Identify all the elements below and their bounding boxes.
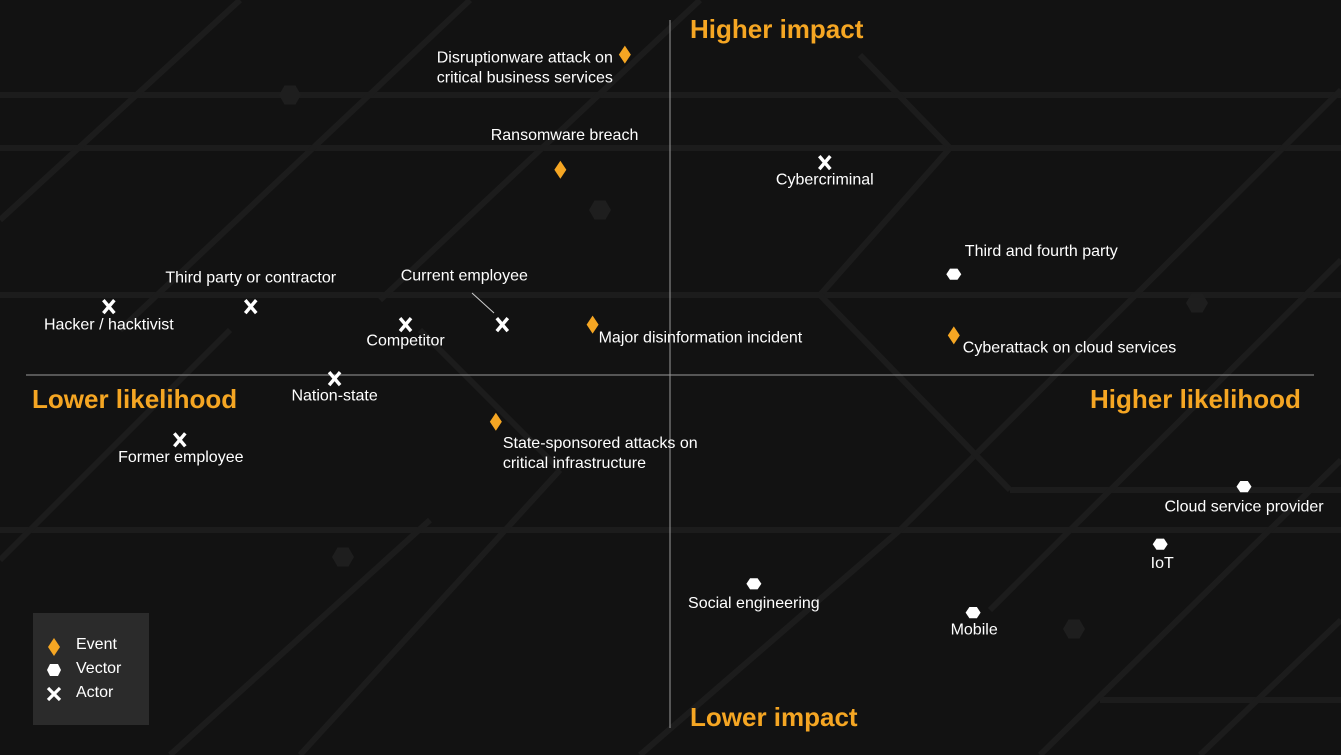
axis-label-bottom: Lower impact xyxy=(690,702,858,732)
point-marker-actor xyxy=(495,317,510,333)
background-hexagon xyxy=(1186,293,1208,313)
current-employee-leader-line xyxy=(471,292,495,314)
point-marker-event xyxy=(947,326,960,345)
background-line xyxy=(167,517,433,755)
point-marker-vector xyxy=(1236,481,1252,493)
axis-label-right: Higher likelihood xyxy=(1090,384,1301,414)
point-marker-actor xyxy=(398,317,413,333)
background-line xyxy=(1037,457,1341,755)
point-label: IoT xyxy=(1151,555,1174,572)
axis-label-left: Lower likelihood xyxy=(32,384,238,414)
background-line xyxy=(297,467,563,755)
background-line xyxy=(0,0,243,223)
background-line xyxy=(377,0,703,303)
point-label: Current employee xyxy=(401,268,528,285)
legend-label-event: Event xyxy=(76,636,117,653)
background-hexagon xyxy=(332,547,354,567)
point-marker-vector xyxy=(1152,538,1168,550)
background-line xyxy=(117,0,473,333)
point-marker-actor xyxy=(243,299,258,315)
point-label: Major disinformation incident xyxy=(599,330,803,347)
axis-label-top: Higher impact xyxy=(690,14,864,44)
diamond-icon xyxy=(48,638,60,656)
background-line xyxy=(817,292,1013,493)
background-line xyxy=(0,327,233,563)
point-marker-event xyxy=(489,412,502,431)
point-marker-event xyxy=(554,160,567,179)
x-icon xyxy=(46,686,62,702)
point-label: State-sponsored attacks on critical infra… xyxy=(503,435,698,472)
background-hexagon xyxy=(279,85,301,105)
background-hexagon xyxy=(589,200,611,220)
legend-item-actor: Actor xyxy=(33,683,149,705)
chart-marks: Disruptionware attack on critical busines… xyxy=(44,45,1324,639)
legend: Event Vector Actor xyxy=(33,613,149,725)
point-label: Third and fourth party xyxy=(965,243,1118,260)
background-line xyxy=(417,327,563,473)
point-label: Cloud service provider xyxy=(1164,499,1324,516)
point-marker-actor xyxy=(327,371,342,387)
legend-label-actor: Actor xyxy=(76,684,114,701)
point-marker-vector xyxy=(965,607,981,619)
background-line xyxy=(1197,617,1341,755)
background-line xyxy=(857,52,953,151)
point-label: Third party or contractor xyxy=(165,270,336,287)
point-label: Mobile xyxy=(951,622,998,639)
background-hexagon xyxy=(1063,619,1085,639)
background-line xyxy=(817,146,953,297)
point-label: Cyberattack on cloud services xyxy=(963,339,1176,356)
legend-label-vector: Vector xyxy=(76,660,122,677)
background-line xyxy=(987,257,1341,613)
point-label: Social engineering xyxy=(688,595,820,612)
point-marker-actor xyxy=(173,432,187,448)
point-marker-vector xyxy=(746,578,762,590)
point-label: Ransomware breach xyxy=(491,127,639,144)
legend-item-vector: Vector xyxy=(33,659,149,681)
point-label: Former employee xyxy=(118,449,243,466)
point-label: Nation-state xyxy=(291,388,377,405)
point-label: Cybercriminal xyxy=(776,172,874,189)
point-label: Competitor xyxy=(366,333,445,350)
point-marker-vector xyxy=(946,268,962,280)
background-line xyxy=(638,527,902,755)
point-marker-actor xyxy=(818,155,832,171)
point-marker-event xyxy=(618,45,631,64)
point-label: Disruptionware attack on critical busines… xyxy=(437,50,613,87)
legend-item-event: Event xyxy=(33,635,149,657)
hexagon-icon xyxy=(47,664,61,676)
point-label: Hacker / hacktivist xyxy=(44,317,174,334)
point-marker-actor xyxy=(102,299,116,315)
point-marker-event xyxy=(586,315,599,334)
